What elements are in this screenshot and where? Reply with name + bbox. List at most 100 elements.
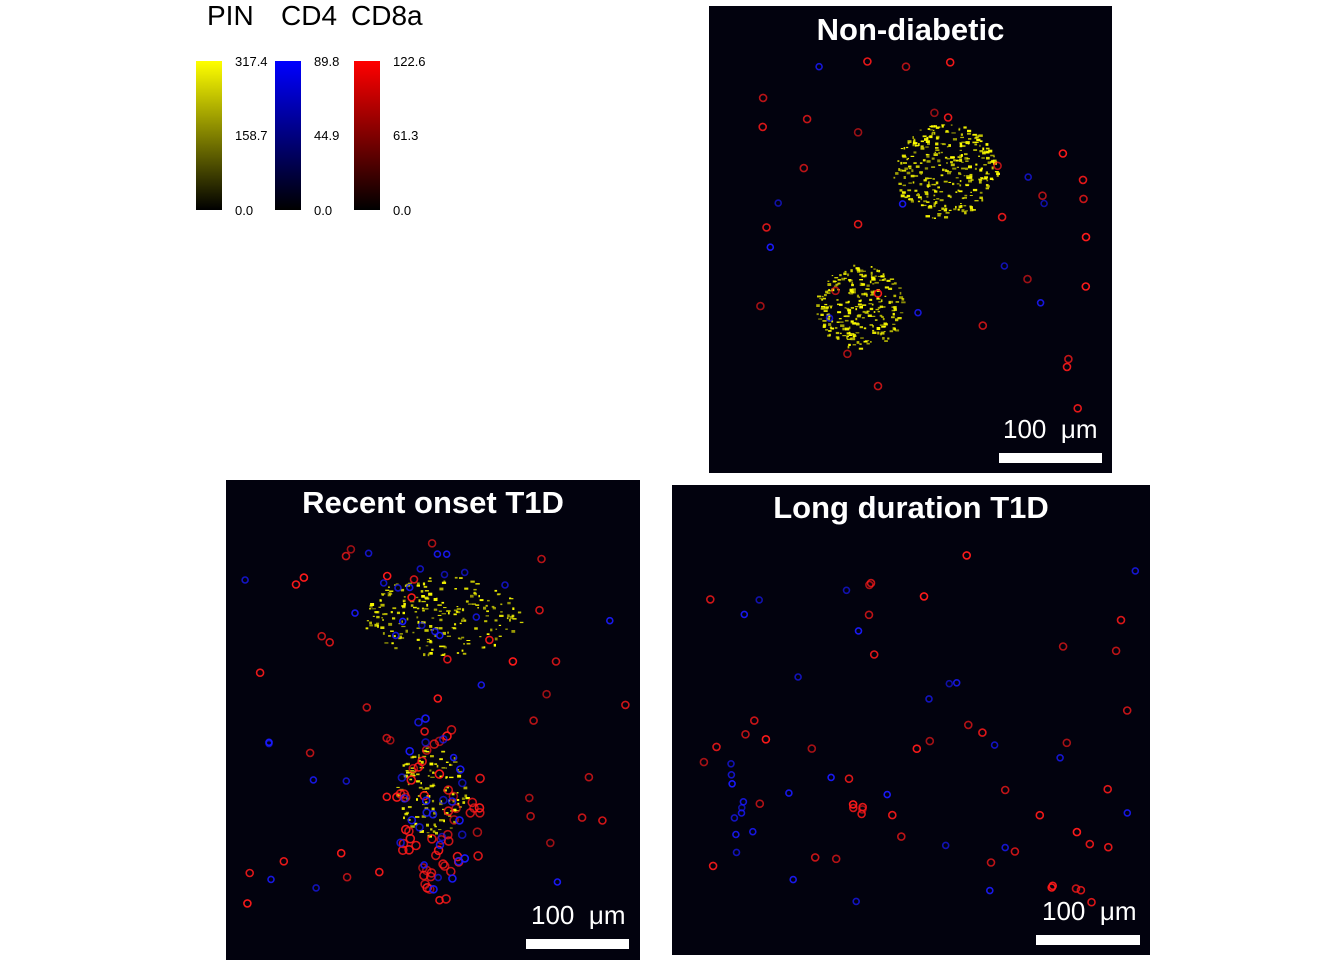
cd4-cell bbox=[941, 841, 950, 850]
pin-signal bbox=[970, 191, 972, 193]
pin-signal bbox=[879, 324, 885, 326]
cd8a-cell bbox=[761, 735, 771, 744]
pin-signal bbox=[964, 211, 967, 215]
pin-signal bbox=[876, 327, 881, 330]
pin-signal bbox=[880, 275, 885, 278]
pin-signal bbox=[966, 176, 970, 180]
pin-signal bbox=[957, 208, 960, 211]
pin-signal bbox=[851, 337, 856, 341]
pin-signal bbox=[912, 141, 915, 145]
pin-signal bbox=[957, 189, 960, 192]
pin-signal bbox=[990, 154, 995, 157]
pin-signal bbox=[922, 204, 927, 206]
pin-signal bbox=[933, 202, 936, 205]
pin-signal bbox=[841, 277, 846, 281]
pin-signal bbox=[872, 325, 874, 328]
pin-signal bbox=[371, 608, 376, 610]
pin-signal bbox=[836, 321, 840, 323]
pin-signal bbox=[895, 301, 900, 303]
pin-signal bbox=[380, 626, 385, 629]
pin-signal bbox=[421, 815, 427, 818]
pin-signal bbox=[880, 299, 883, 302]
cd4-cell bbox=[397, 773, 407, 782]
pin-signal bbox=[943, 180, 948, 183]
tick-pin-max: 317.4 bbox=[235, 54, 268, 69]
cd8a-cell bbox=[755, 799, 765, 809]
cd8a-cell bbox=[831, 286, 840, 296]
pin-signal bbox=[466, 642, 471, 645]
pin-signal bbox=[923, 179, 927, 182]
pin-signal bbox=[960, 144, 963, 148]
pin-signal bbox=[427, 653, 430, 657]
pin-signal bbox=[883, 322, 887, 325]
pin-signal bbox=[883, 278, 887, 281]
pin-signal bbox=[500, 611, 503, 613]
pin-signal bbox=[908, 182, 912, 184]
pin-signal bbox=[920, 173, 923, 175]
pin-signal bbox=[441, 767, 446, 769]
cd4-cell bbox=[435, 840, 445, 850]
pin-signal bbox=[861, 275, 865, 278]
cd4-cell bbox=[379, 579, 388, 587]
pin-signal bbox=[943, 209, 947, 212]
cd4-cell bbox=[1040, 199, 1048, 208]
pin-signal bbox=[404, 812, 409, 816]
pin-signal bbox=[858, 299, 862, 303]
pin-signal bbox=[969, 206, 973, 209]
pin-signal bbox=[864, 274, 867, 278]
cd8a-cell bbox=[435, 895, 444, 905]
pin-signal bbox=[907, 140, 912, 143]
pin-signal bbox=[920, 204, 924, 207]
pin-signal bbox=[855, 308, 858, 311]
pin-signal bbox=[874, 319, 878, 321]
pin-signal bbox=[517, 611, 522, 614]
pin-signal bbox=[403, 774, 409, 778]
pin-signal bbox=[904, 167, 908, 170]
pin-signal bbox=[453, 757, 456, 760]
pin-signal bbox=[898, 287, 902, 289]
cd4-cell bbox=[418, 621, 426, 630]
pin-signal bbox=[439, 587, 444, 591]
pin-signal bbox=[456, 792, 459, 794]
pin-signal bbox=[859, 273, 864, 276]
pin-signal bbox=[913, 151, 917, 154]
pin-signal bbox=[941, 207, 945, 210]
pin-signal bbox=[439, 819, 444, 822]
pin-signal bbox=[931, 131, 936, 133]
pin-signal bbox=[420, 782, 422, 785]
pin-signal bbox=[424, 590, 429, 592]
cd4-cell bbox=[1000, 262, 1009, 270]
cd8a-cell bbox=[443, 655, 452, 664]
cd8a-cell bbox=[758, 122, 768, 132]
pin-signal bbox=[941, 124, 944, 128]
pin-signal bbox=[965, 141, 970, 145]
pin-signal bbox=[855, 267, 859, 270]
pin-signal bbox=[848, 279, 852, 281]
pin-signal bbox=[858, 347, 864, 350]
pin-signal bbox=[851, 291, 855, 294]
pin-signal bbox=[418, 754, 420, 758]
pin-signal bbox=[910, 155, 915, 157]
pin-signal bbox=[425, 747, 429, 749]
pin-signal bbox=[960, 133, 963, 136]
cd4-cell bbox=[265, 738, 273, 747]
cd4-cell bbox=[439, 734, 448, 744]
pin-signal bbox=[449, 827, 453, 829]
pin-signal bbox=[935, 201, 938, 204]
cd4-cell bbox=[740, 610, 749, 619]
pin-signal bbox=[985, 171, 988, 174]
pin-signal bbox=[984, 176, 988, 179]
pin-signal bbox=[449, 763, 452, 766]
pin-signal bbox=[821, 306, 826, 308]
pin-signal bbox=[395, 583, 399, 585]
pin-signal bbox=[823, 297, 826, 300]
pin-signal bbox=[429, 625, 433, 628]
pin-signal bbox=[415, 816, 420, 818]
pin-signal bbox=[932, 129, 935, 131]
cd8a-cell bbox=[853, 128, 863, 137]
pin-signal bbox=[870, 290, 875, 293]
pin-signal bbox=[412, 755, 417, 758]
pin-signal bbox=[881, 316, 884, 318]
pin-signal bbox=[928, 181, 930, 185]
pin-signal bbox=[401, 605, 406, 607]
